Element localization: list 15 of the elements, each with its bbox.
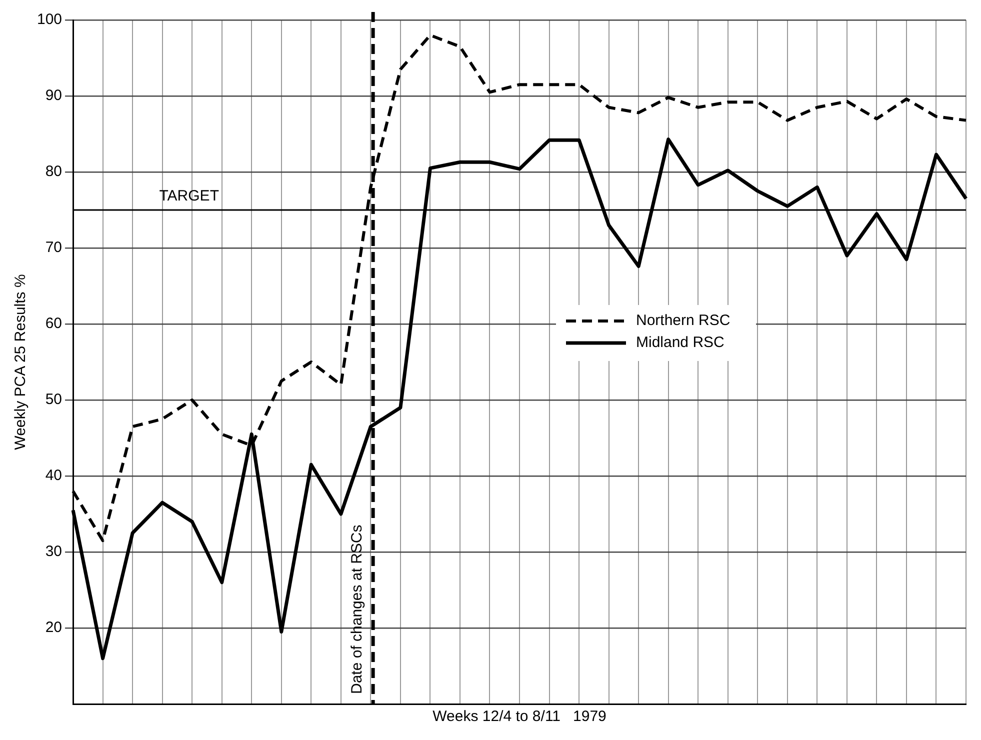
y-tick-label: 20 <box>45 619 62 636</box>
legend-label: Midland RSC <box>636 334 725 352</box>
y-tick-label: 90 <box>45 87 62 104</box>
y-tick-label: 60 <box>45 315 62 332</box>
y-tick-label: 70 <box>45 239 62 256</box>
y-tick-label: 50 <box>45 391 62 408</box>
ref-line-label: TARGET <box>159 188 219 205</box>
y-tick-label: 30 <box>45 543 62 560</box>
y-axis-title: Weekly PCA 25 Results % <box>12 274 30 450</box>
x-axis-title: Weeks 12/4 to 8/11 1979 <box>432 708 606 726</box>
y-tick-label: 40 <box>45 467 62 484</box>
annotation: Date of changes at RSCs <box>348 524 366 694</box>
y-tick-label: 100 <box>36 11 62 28</box>
legend-label: Northern RSC <box>636 312 730 330</box>
y-tick-label: 80 <box>45 163 62 180</box>
